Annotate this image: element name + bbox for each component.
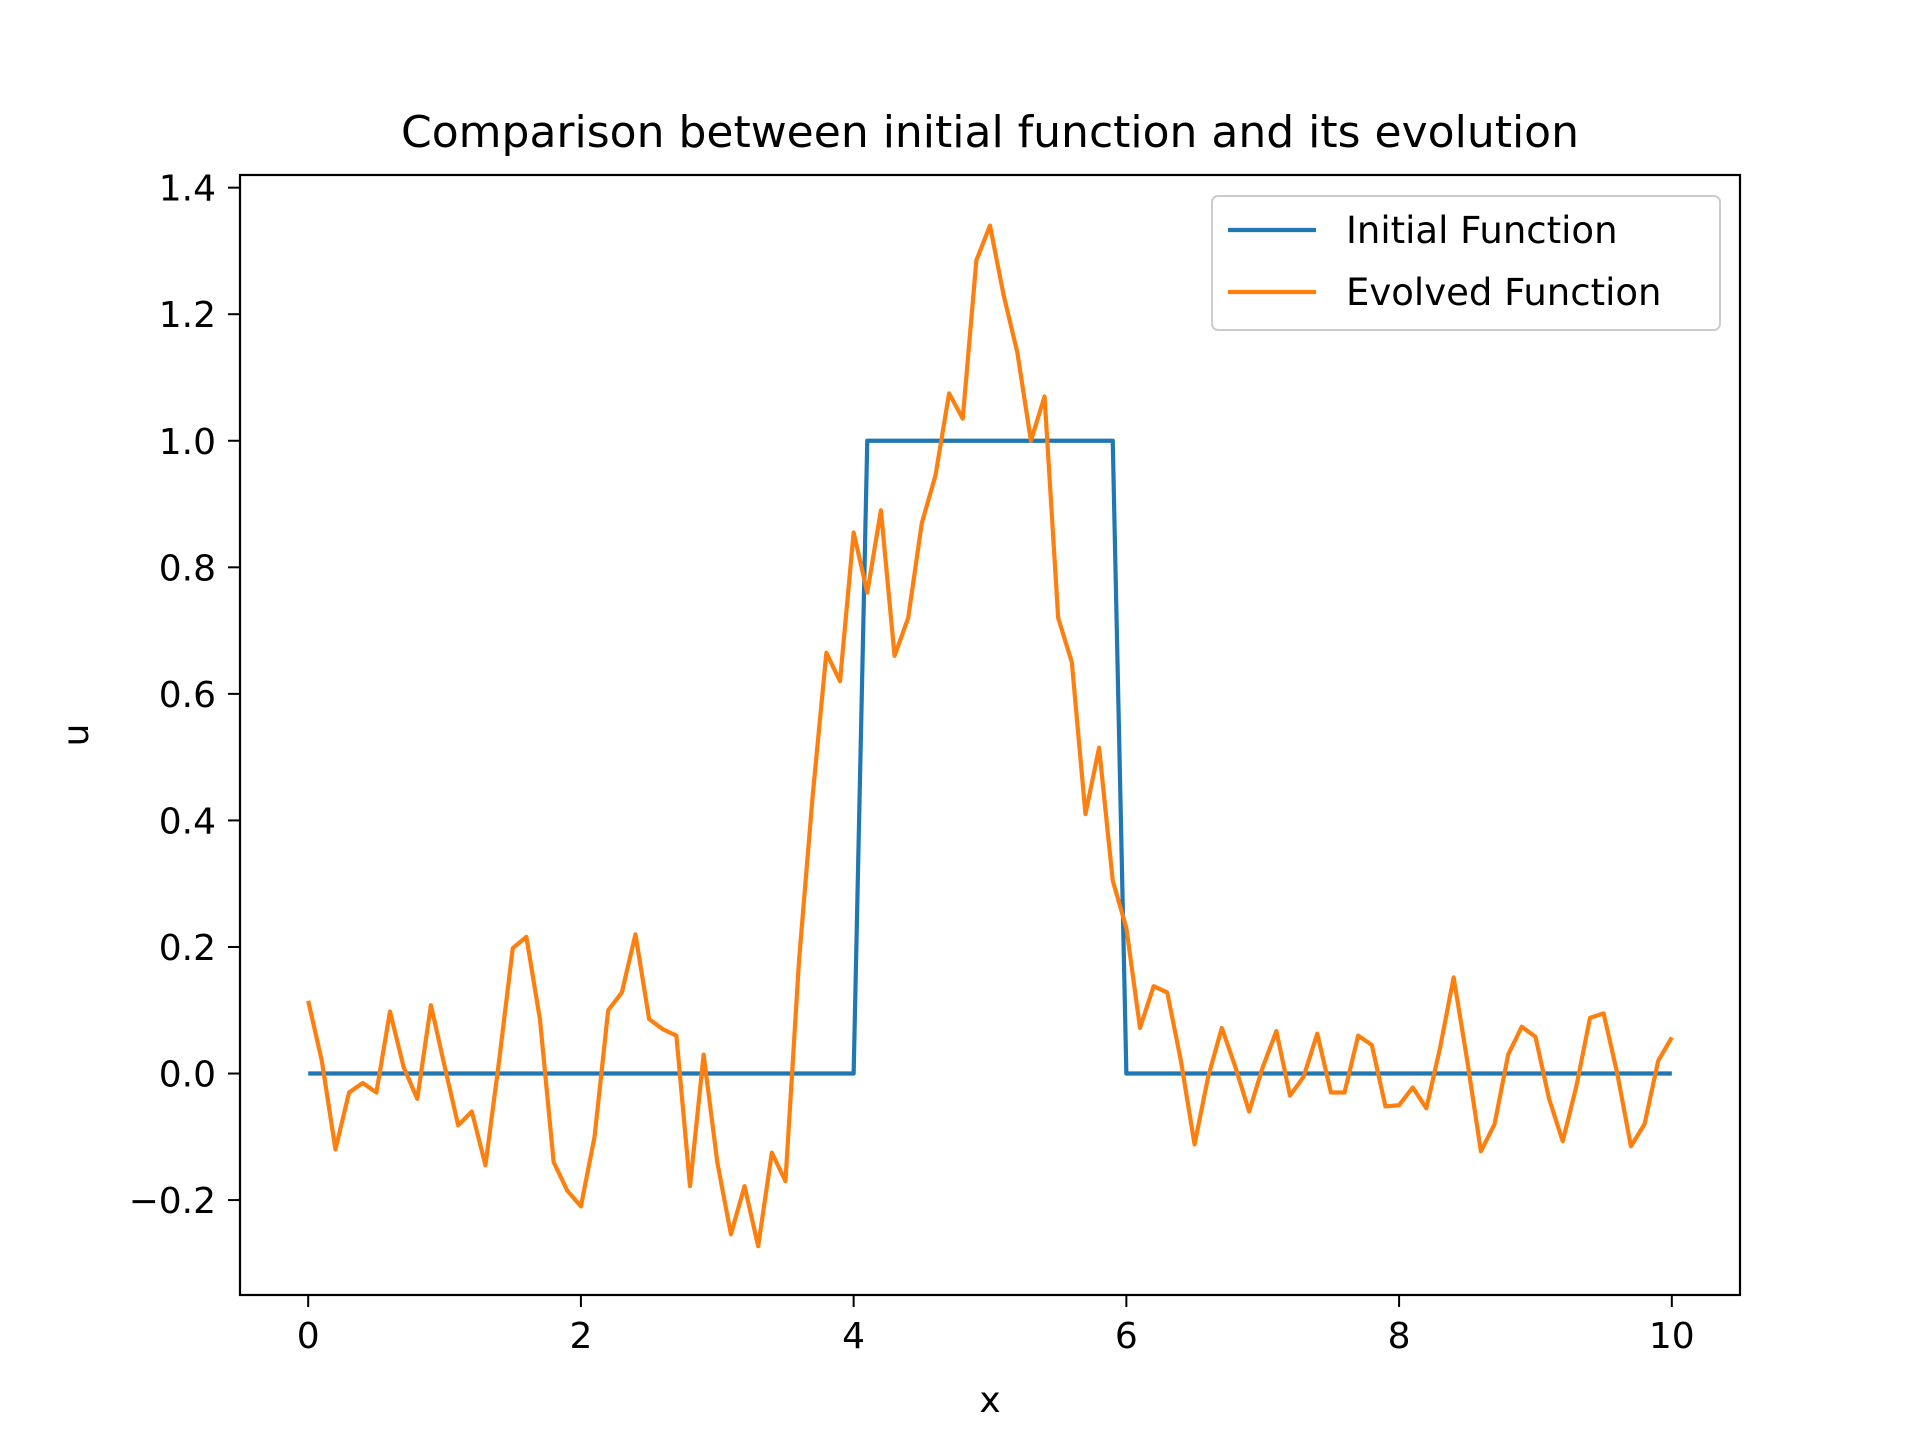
plot-lines: [306, 223, 1674, 1249]
x-tick-label: 6: [1115, 1316, 1138, 1357]
x-tick-label: 2: [569, 1316, 592, 1357]
y-tick-label: 0.4: [159, 801, 216, 842]
x-tick-label: 4: [842, 1316, 865, 1357]
x-tick-label: 10: [1649, 1316, 1695, 1357]
y-tick-label: 1.0: [159, 422, 216, 463]
chart-title: Comparison between initial function and …: [401, 107, 1579, 158]
y-tick-label: 1.2: [159, 295, 216, 336]
legend: Initial Function Evolved Function: [1211, 195, 1721, 331]
y-tick-label: 0.2: [159, 928, 216, 969]
y-tick-label: 0.8: [159, 548, 216, 589]
legend-label-initial-function: Initial Function: [1346, 209, 1618, 252]
legend-label-evolved-function: Evolved Function: [1346, 271, 1661, 314]
legend-box: [1211, 195, 1721, 331]
x-axis-ticks: 0 2 4 6 8 10: [297, 1295, 1695, 1357]
y-axis-label: u: [56, 724, 97, 747]
y-tick-label: 1.4: [159, 169, 216, 210]
axes-frame: [238, 173, 1742, 1297]
x-tick-label: 0: [297, 1316, 320, 1357]
series-line-evolved-function: [306, 223, 1674, 1249]
x-tick-label: 8: [1388, 1316, 1411, 1357]
y-tick-label: 0.6: [159, 675, 216, 716]
y-axis-ticks: −0.2 0.0 0.2 0.4 0.6 0.8 1.0 1.2 1.4: [129, 169, 240, 1222]
series-line-initial-function: [308, 438, 1672, 1076]
x-axis-label: x: [979, 1380, 1000, 1421]
y-tick-label: −0.2: [129, 1181, 216, 1222]
y-tick-label: 0.0: [159, 1055, 216, 1096]
